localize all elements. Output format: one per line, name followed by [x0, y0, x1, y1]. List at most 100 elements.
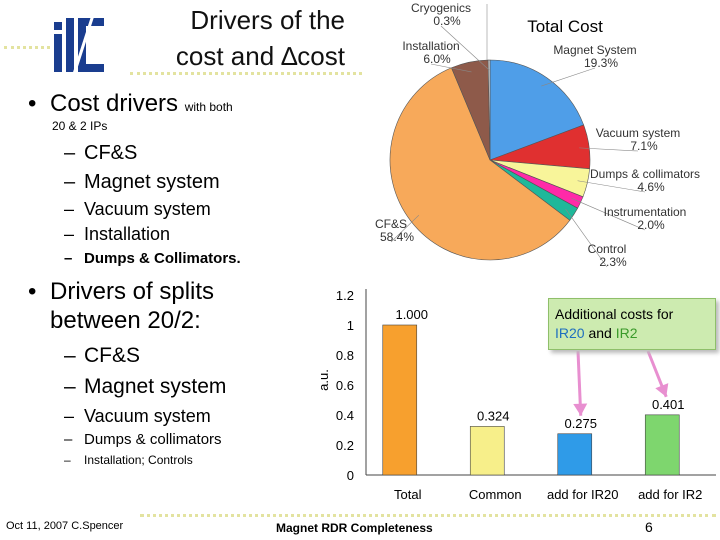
- callout-arrowhead-add-for-ir2: [655, 383, 669, 397]
- y-tick-label: 0.6: [336, 378, 354, 393]
- y-tick-label: 1.2: [336, 288, 354, 303]
- split-item-cfs: – CF&S: [64, 344, 140, 368]
- pie-value-dumps-collimators: 4.6%: [637, 180, 665, 194]
- pie-value-cryogenics: 0.3%: [433, 14, 461, 28]
- y-axis-label: a.u.: [316, 369, 331, 391]
- bullet-cost-drivers-suffix-line2: 20 & 2 IPs: [52, 119, 108, 133]
- split-item-label: CF&S: [84, 344, 141, 367]
- callout-arrowhead-add-for-ir20: [573, 403, 588, 416]
- pie-value-control: 2.3%: [599, 255, 627, 269]
- page-number: 6: [645, 519, 653, 535]
- split-item-label: Magnet system: [84, 375, 227, 398]
- sub-item-cfs: – CF&S: [64, 141, 137, 165]
- dash-marker: –: [64, 142, 76, 164]
- pie-leader-control: [565, 208, 608, 268]
- x-category-label-add-for-ir20: add for IR20: [547, 487, 619, 502]
- pie-leader-lines: [390, 25, 646, 268]
- pie-leader-dumps-collimators: [577, 180, 646, 193]
- footer-date-author: Oct 11, 2007 C.Spencer: [6, 520, 124, 532]
- callout-and: and: [588, 325, 612, 341]
- bullet-cost-drivers-suffix: with both: [184, 100, 233, 114]
- footer-title: Magnet RDR Completeness: [276, 521, 433, 535]
- title-line-2: cost and ∆cost: [175, 41, 345, 71]
- x-category-label-total: Total: [394, 487, 422, 502]
- pie-label-vacuum-system: Vacuum system: [596, 126, 680, 140]
- sub-item-vacuum: – Vacuum system: [64, 198, 211, 220]
- pie-slice-magnet-system: [489, 59, 585, 161]
- ilc-logo: [54, 11, 104, 75]
- pie-label-control: Control: [588, 242, 627, 256]
- split-item-dumps: – Dumps & collimators: [64, 431, 222, 449]
- pie-label-cryogenics: Cryogenics: [411, 1, 471, 15]
- pie-value-vacuum-system: 7.1%: [630, 139, 658, 153]
- dash-marker: –: [64, 250, 73, 267]
- pie-label-cf-s: CF&S: [375, 217, 407, 231]
- pie-leader-cryogenics: [440, 25, 490, 71]
- bar-value-label-add-for-ir2: 0.401: [652, 397, 685, 412]
- dash-marker: –: [64, 406, 75, 426]
- sub-item-magnet: – Magnet system: [64, 170, 220, 194]
- additional-costs-callout: Additional costs for IR20 and IR2: [548, 298, 716, 350]
- pie-leader-instrumentation: [571, 198, 646, 231]
- pie-slice-cf-s: [389, 67, 571, 261]
- bar-value-label-common: 0.324: [477, 408, 510, 423]
- bar-marks: 1.000 Total 0.324 Common 0.275 add for IR20 0.…: [382, 307, 702, 502]
- y-tick-label: 0: [347, 468, 354, 483]
- slide-title: Drivers of the cost and ∆cost: [120, 2, 345, 74]
- split-item-installation: – Installation; Controls: [64, 452, 193, 468]
- dash-marker: –: [64, 431, 73, 448]
- x-category-label-common: Common: [469, 487, 522, 502]
- callout-prefix: Additional costs for: [555, 306, 674, 322]
- pie-label-magnet-system: Magnet System: [553, 43, 636, 57]
- bullet-split-drivers-line1: Drivers of splits: [50, 278, 215, 305]
- bar-total: [382, 324, 418, 476]
- bar-value-label-add-for-ir20: 0.275: [564, 416, 597, 431]
- bullet-cost-drivers-text: Cost drivers: [50, 90, 179, 117]
- pie-slice-cryogenics: [487, 59, 491, 161]
- pie-leader-installation: [430, 63, 472, 73]
- x-category-label-add-for-ir2: add for IR2: [638, 487, 702, 502]
- dash-marker: –: [64, 375, 76, 398]
- y-tick-label: 0.2: [336, 438, 354, 453]
- sub-item-label: Vacuum system: [84, 199, 211, 219]
- pie-label-installation: Installation: [402, 39, 459, 53]
- callout-ir2: IR2: [615, 325, 638, 341]
- split-item-label: Vacuum system: [84, 406, 211, 426]
- bullet-split-drivers-line2: between 20/2:: [50, 307, 201, 334]
- sub-item-dumps: – Dumps & Collimators.: [64, 249, 241, 269]
- dash-marker: –: [64, 344, 76, 367]
- pie-value-instrumentation: 2.0%: [637, 218, 665, 232]
- title-dotted-rule: [4, 46, 50, 49]
- title-line-1: Drivers of the: [190, 5, 345, 35]
- pie-slices: [389, 59, 591, 261]
- bar-common: [469, 426, 505, 476]
- bar-chart: 0 0.2 0.4 0.6 0.8 1 1.2 a.u. 1.000 Total 0.324 Com…: [316, 288, 716, 502]
- split-item-vacuum: – Vacuum system: [64, 405, 211, 427]
- sub-item-installation: – Installation: [64, 223, 170, 245]
- callout-ir20: IR20: [555, 325, 585, 341]
- split-item-magnet: – Magnet system: [64, 375, 226, 399]
- pie-value-magnet-system: 19.3%: [584, 56, 618, 70]
- split-item-label: Dumps & collimators: [84, 431, 222, 448]
- y-tick-label: 0.4: [336, 408, 354, 423]
- pie-value-installation: 6.0%: [423, 52, 451, 66]
- dash-marker: –: [64, 453, 71, 467]
- pie-leader-vacuum-system: [579, 147, 639, 152]
- sub-item-label: Magnet system: [84, 171, 220, 193]
- pie-leader-cf-s: [390, 214, 420, 243]
- sub-item-label: Dumps & Collimators.: [84, 250, 241, 267]
- bar-value-label-total: 1.000: [395, 307, 428, 322]
- pie-title: Total Cost: [527, 17, 603, 36]
- pie-label-dumps-collimators: Dumps & collimators: [590, 167, 700, 181]
- y-tick-label: 0.8: [336, 348, 354, 363]
- bar-add-for-ir2: [644, 414, 680, 476]
- title-dotted-underline: [130, 72, 362, 75]
- callout-arrows: [573, 350, 669, 416]
- sub-item-label: CF&S: [84, 142, 138, 164]
- dash-marker: –: [64, 171, 76, 193]
- split-item-label: Installation; Controls: [84, 453, 193, 467]
- bullet-split-drivers: • Drivers of splits: [28, 278, 214, 306]
